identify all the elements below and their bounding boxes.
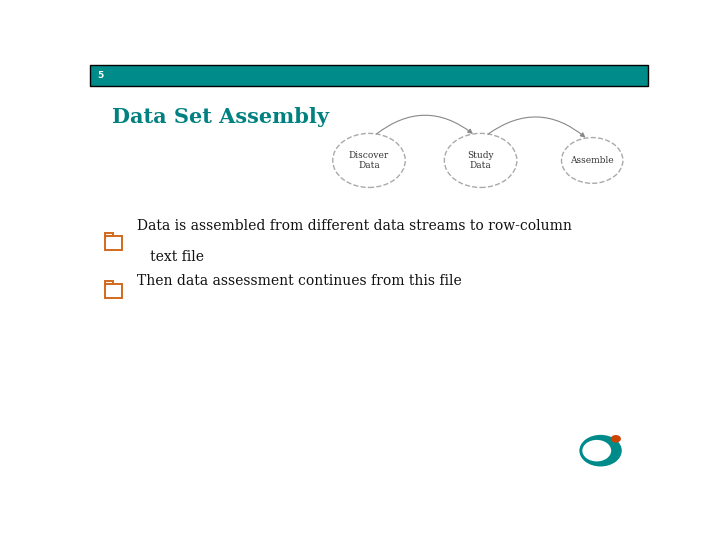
Bar bbox=[105, 237, 122, 251]
Text: Data Set Assembly: Data Set Assembly bbox=[112, 107, 329, 127]
Text: Assemble: Assemble bbox=[570, 156, 614, 165]
Bar bbox=[105, 233, 112, 237]
Circle shape bbox=[580, 435, 622, 467]
Text: 5: 5 bbox=[97, 71, 104, 80]
Text: Study
Data: Study Data bbox=[467, 151, 494, 170]
Circle shape bbox=[582, 440, 611, 461]
FancyBboxPatch shape bbox=[90, 65, 648, 86]
Circle shape bbox=[611, 435, 621, 443]
Text: text file: text file bbox=[138, 250, 204, 264]
Bar bbox=[105, 284, 122, 298]
Text: Then data assessment continues from this file: Then data assessment continues from this… bbox=[138, 274, 462, 288]
Text: Data is assembled from different data streams to row-column: Data is assembled from different data st… bbox=[138, 219, 572, 233]
Text: Discover
Data: Discover Data bbox=[349, 151, 389, 170]
Bar bbox=[105, 281, 112, 284]
